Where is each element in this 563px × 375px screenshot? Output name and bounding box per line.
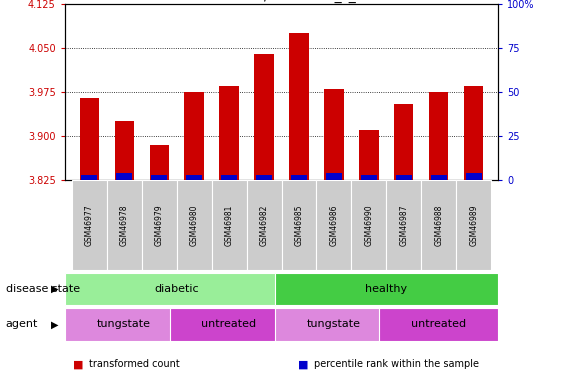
Bar (79, 98, 99, 180)
Text: disease state: disease state (6, 284, 80, 294)
Bar (394, 104, 413, 180)
Text: healthy: healthy (365, 284, 408, 294)
Bar (65, 308, 184, 340)
Text: GSM46980: GSM46980 (190, 204, 199, 246)
Text: percentile rank within the sample: percentile rank within the sample (314, 359, 479, 369)
Bar (142, 180, 177, 270)
Bar (456, 180, 491, 270)
Bar (72, 180, 107, 270)
Bar (291, 175, 307, 180)
Bar (212, 180, 247, 270)
Bar (220, 86, 239, 180)
Bar (247, 180, 282, 270)
Text: untreated: untreated (411, 320, 466, 329)
Text: tungstate: tungstate (307, 320, 361, 329)
Bar (464, 86, 484, 180)
Bar (421, 180, 456, 270)
Text: GSM46979: GSM46979 (155, 204, 164, 246)
Bar (282, 180, 316, 270)
Bar (65, 273, 288, 305)
Text: diabetic: diabetic (154, 284, 199, 294)
Bar (386, 180, 421, 270)
Bar (81, 175, 97, 180)
Bar (151, 175, 167, 180)
Bar (275, 273, 498, 305)
Text: GSM46978: GSM46978 (120, 204, 129, 246)
Bar (316, 180, 351, 270)
Bar (177, 180, 212, 270)
Text: untreated: untreated (202, 320, 257, 329)
Text: GSM46986: GSM46986 (329, 204, 338, 246)
Bar (169, 308, 288, 340)
Text: GSM46977: GSM46977 (84, 204, 93, 246)
Bar (107, 180, 142, 270)
Bar (466, 173, 482, 180)
Bar (351, 180, 386, 270)
Text: GSM46982: GSM46982 (260, 204, 269, 246)
Text: ▶: ▶ (51, 284, 59, 294)
Bar (396, 175, 412, 180)
Bar (379, 308, 498, 340)
Bar (289, 33, 309, 180)
Bar (221, 175, 237, 180)
Text: GSM46990: GSM46990 (364, 204, 373, 246)
Bar (429, 92, 449, 180)
Bar (185, 92, 204, 180)
Text: ▶: ▶ (51, 320, 59, 329)
Bar (275, 308, 394, 340)
Text: GSM46985: GSM46985 (294, 204, 303, 246)
Bar (114, 121, 134, 180)
Bar (324, 89, 343, 180)
Text: GSM46987: GSM46987 (399, 204, 408, 246)
Text: transformed count: transformed count (89, 359, 180, 369)
Text: ■: ■ (73, 359, 84, 369)
Bar (116, 173, 132, 180)
Title: GDS1883 / 1377859_s_at: GDS1883 / 1377859_s_at (194, 0, 369, 3)
Bar (361, 175, 377, 180)
Bar (431, 175, 447, 180)
Bar (186, 175, 202, 180)
Text: GSM46988: GSM46988 (434, 204, 443, 246)
Text: GSM46989: GSM46989 (470, 204, 479, 246)
Bar (359, 130, 378, 180)
Bar (254, 54, 274, 180)
Text: tungstate: tungstate (97, 320, 151, 329)
Bar (326, 173, 342, 180)
Text: GSM46981: GSM46981 (225, 204, 234, 246)
Text: agent: agent (6, 320, 38, 329)
Bar (150, 145, 169, 180)
Text: ■: ■ (298, 359, 309, 369)
Bar (256, 175, 272, 180)
